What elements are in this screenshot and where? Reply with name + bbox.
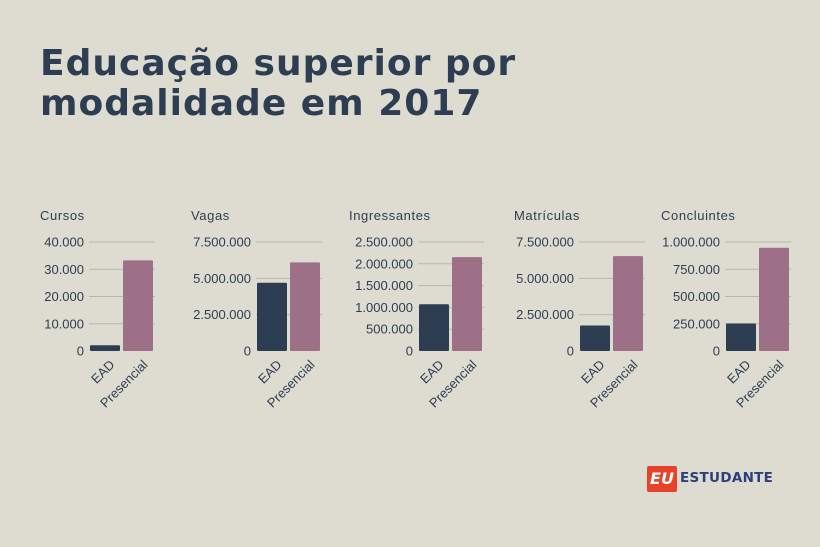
logo-mark: EU xyxy=(647,466,677,492)
bar-presencial xyxy=(290,262,320,351)
chart-concluintes: Concluintes 0 250.000 500.000 750.000 1.000.0… xyxy=(661,208,791,410)
y-tick-label: 20.000 xyxy=(44,289,84,304)
y-tick-label: 7.500.000 xyxy=(193,235,251,250)
y-tick-label: 2.000.000 xyxy=(355,256,413,271)
y-tick-label: 0 xyxy=(77,344,84,359)
chart-title: Vagas xyxy=(191,208,230,223)
bar-ead xyxy=(257,282,287,351)
title-line-2: modalidade em 2017 xyxy=(40,83,483,124)
bar-presencial xyxy=(452,257,482,351)
y-tick-label: 40.000 xyxy=(44,235,84,250)
title-line-1: Educação superior por xyxy=(40,43,517,84)
chart-title: Ingressantes xyxy=(349,208,431,223)
bar-presencial xyxy=(123,260,153,351)
y-tick-label: 5.000.000 xyxy=(193,271,251,286)
logo-text: ESTUDANTE xyxy=(680,470,774,486)
y-tick-label: 30.000 xyxy=(44,262,84,277)
chart-vagas: Vagas02.500.0005.000.0007.500.000EADPres… xyxy=(191,208,322,410)
y-tick-label: 1.000.000 xyxy=(355,300,413,315)
y-tick-label: 2.500.000 xyxy=(193,307,251,322)
y-tick-label: 0 xyxy=(713,344,720,359)
y-tick-label: 1.000.000 xyxy=(662,235,720,250)
eu-estudante-logo: EU ESTUDANTE xyxy=(647,466,774,494)
page-title: Educação superior por modalidade em 2017 xyxy=(40,44,760,124)
bar-ead xyxy=(90,345,120,351)
chart-title: Matrículas xyxy=(514,208,580,223)
chart-title: Concluintes xyxy=(661,208,736,223)
y-tick-label: 7.500.000 xyxy=(516,235,574,250)
y-tick-label: 0 xyxy=(567,344,574,359)
x-tick-label: EAD xyxy=(255,357,285,387)
x-tick-label: EAD xyxy=(724,357,754,387)
y-tick-label: 0 xyxy=(406,344,413,359)
chart-matrículas: Matrículas 0 2.500.000 5.000.000 7.500.000 EA… xyxy=(514,208,645,410)
y-tick-label: 250.000 xyxy=(673,316,720,331)
bar-presencial xyxy=(759,247,789,351)
chart-ingressantes: Ingressantes 0 500.000 1.000.000 1.500.000 2.… xyxy=(349,208,484,410)
bar-ead xyxy=(419,304,449,351)
bar-ead xyxy=(726,323,756,351)
x-tick-label: EAD xyxy=(578,357,608,387)
y-tick-label: 750.000 xyxy=(673,262,720,277)
x-tick-label: EAD xyxy=(88,357,118,387)
y-tick-label: 2.500.000 xyxy=(355,235,413,250)
y-tick-label: 500.000 xyxy=(366,322,413,337)
y-tick-label: 500.000 xyxy=(673,289,720,304)
y-tick-label: 5.000.000 xyxy=(516,271,574,286)
y-tick-label: 1.500.000 xyxy=(355,278,413,293)
chart-title: Cursos xyxy=(40,208,85,223)
y-tick-label: 0 xyxy=(244,344,251,359)
y-tick-label: 10.000 xyxy=(44,316,84,331)
bar-ead xyxy=(580,325,610,351)
bar-presencial xyxy=(613,256,643,351)
chart-cursos: Cursos010.00020.00030.00040.000EADPresen… xyxy=(40,208,155,410)
x-tick-label: EAD xyxy=(417,357,447,387)
y-tick-label: 2.500.000 xyxy=(516,307,574,322)
